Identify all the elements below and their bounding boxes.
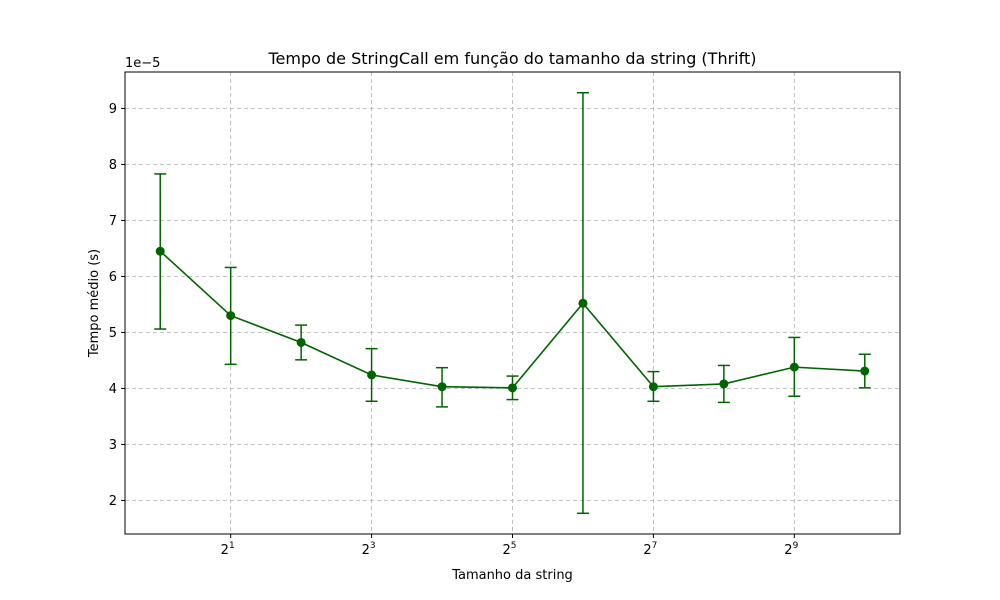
data-point	[508, 383, 517, 393]
x-tick-label-exponent: 1	[229, 541, 235, 551]
y-tick-label: 7	[109, 214, 117, 229]
x-tick-label: 29	[784, 541, 798, 558]
x-tick-label-base: 2	[502, 543, 510, 558]
y-tick-label: 9	[109, 102, 117, 117]
x-tick-label-exponent: 3	[370, 541, 376, 551]
x-tick-label-exponent: 7	[652, 541, 658, 551]
x-tick-label: 25	[502, 541, 516, 558]
data-point	[648, 382, 658, 392]
y-tick-label: 4	[109, 382, 117, 397]
data-point	[719, 379, 729, 389]
data-point	[155, 246, 165, 256]
x-tick-label-base: 2	[784, 543, 792, 558]
x-axis-ticks: 21 23 25 27 29	[221, 534, 799, 558]
y-tick-label: 3	[109, 438, 117, 453]
x-tick-label-exponent: 5	[511, 541, 517, 551]
x-tick-label-base: 2	[643, 543, 651, 558]
x-tick-label-base: 2	[362, 543, 370, 558]
data-point	[789, 362, 799, 372]
y-tick-label: 8	[109, 158, 117, 173]
y-axis-ticks: 2 3 4 5 6 7 8 9	[109, 102, 125, 509]
grid	[125, 72, 900, 534]
x-tick-label-base: 2	[221, 543, 229, 558]
x-tick-label: 27	[643, 541, 657, 558]
data-point	[860, 366, 870, 376]
data-point	[296, 337, 306, 347]
data-point	[578, 298, 588, 308]
x-tick-label: 21	[221, 541, 235, 558]
chart-title: Tempo de StringCall em função do tamanho…	[268, 49, 757, 68]
x-tick-label: 23	[362, 541, 376, 558]
y-axis-multiplier: 1e−5	[125, 56, 160, 71]
y-axis-label: Tempo médio (s)	[87, 249, 102, 358]
y-tick-label: 5	[109, 326, 117, 341]
x-tick-label-exponent: 9	[793, 541, 799, 551]
data-marks	[154, 91, 871, 515]
data-point	[367, 370, 377, 380]
x-axis-label: Tamanho da string	[451, 568, 573, 583]
y-tick-label: 6	[109, 270, 117, 285]
data-point	[437, 382, 447, 392]
y-tick-label: 2	[109, 494, 117, 509]
data-point	[226, 311, 236, 321]
